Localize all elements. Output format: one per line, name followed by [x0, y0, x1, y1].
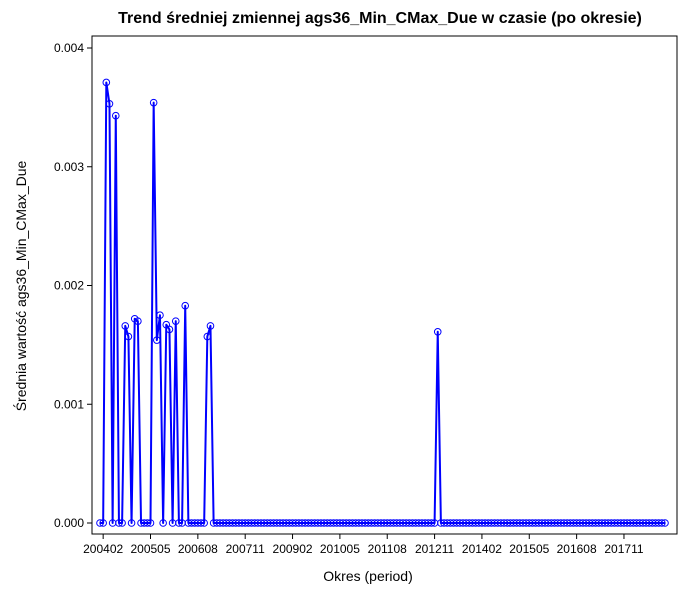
data-point [153, 336, 161, 344]
data-point [102, 78, 111, 87]
data-point [171, 317, 180, 325]
y-tick-label: 0.000 [54, 516, 84, 530]
plot-border [91, 35, 678, 535]
data-point [159, 519, 167, 527]
x-tick-label: 200711 [226, 542, 265, 556]
y-axis-title: Średnia wartość ags36_Min_CMax_Due [12, 161, 29, 412]
series-layer [96, 78, 669, 527]
y-tick-label: 0.002 [54, 279, 84, 293]
data-point [146, 519, 155, 527]
x-tick-label: 200402 [83, 542, 123, 556]
data-point [149, 98, 158, 107]
x-tick-label: 200902 [273, 542, 313, 556]
data-point [658, 519, 666, 527]
x-tick-label: 201005 [320, 542, 360, 556]
x-tick-label: 201211 [415, 542, 454, 556]
data-point [181, 301, 190, 310]
data-point [99, 519, 107, 527]
data-point [121, 322, 130, 330]
x-axis: 200402 200505 200608 200711 200902 201005 2011… [83, 534, 644, 556]
x-tick-label: 201402 [462, 542, 502, 556]
x-tick-label: 201108 [368, 542, 407, 556]
data-point [143, 519, 152, 527]
data-point [433, 328, 442, 336]
x-tick-label: 200505 [130, 542, 170, 556]
data-point [203, 332, 212, 341]
data-point [134, 317, 142, 325]
data-point [105, 100, 114, 108]
x-tick-label: 200608 [178, 542, 218, 556]
data-point [96, 519, 104, 527]
data-point [127, 519, 136, 527]
data-point [197, 519, 205, 527]
plot-frame [91, 35, 678, 535]
data-point [165, 325, 174, 334]
y-tick-label: 0.004 [54, 41, 84, 55]
x-tick-label: 201608 [557, 542, 597, 556]
y-axis: 0.000 0.001 0.002 0.003 0.004 [54, 41, 92, 530]
data-point [124, 332, 133, 341]
x-tick-label: 201505 [509, 542, 549, 556]
data-point [115, 519, 123, 527]
data-point [427, 519, 436, 527]
x-tick-label: 201711 [604, 542, 643, 556]
data-point [111, 111, 120, 120]
data-point [200, 519, 208, 527]
data-point [206, 322, 215, 330]
data-point [156, 311, 164, 319]
chart-title: Trend średniej zmiennej ags36_Min_CMax_D… [118, 10, 642, 27]
x-axis-title: Okres (period) [323, 568, 412, 584]
data-point [661, 519, 669, 527]
y-tick-label: 0.001 [54, 397, 84, 411]
data-point [175, 519, 183, 527]
y-tick-label: 0.003 [54, 160, 84, 174]
data-point [118, 519, 126, 527]
